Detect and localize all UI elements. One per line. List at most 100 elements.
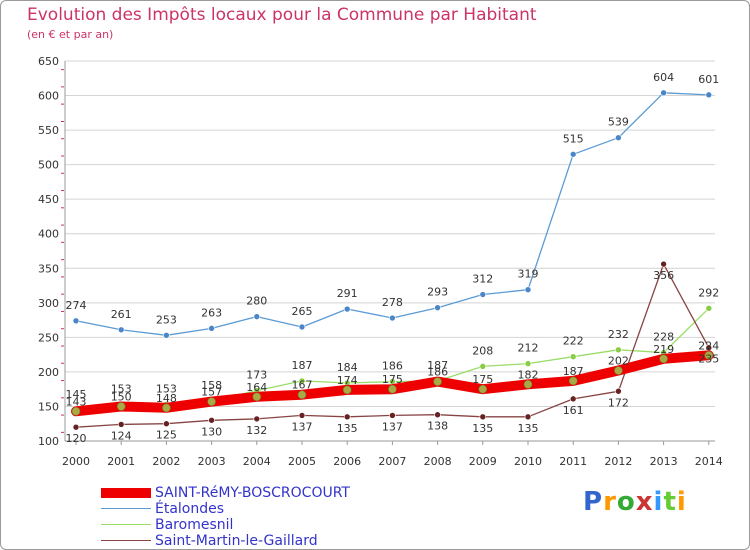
legend-swatch-baromesnil <box>101 524 151 525</box>
point-etalondes-2001 <box>117 326 125 334</box>
data-label-baromesnil-2004: 173 <box>246 369 267 382</box>
x-tick-label-2008: 2008 <box>424 455 452 468</box>
data-label-saint-martin-le-gaillard-2012: 172 <box>608 396 629 409</box>
logo-letter: i <box>676 487 687 517</box>
point-saint-remy-boscrocourt-2014 <box>704 351 714 360</box>
data-label-etalondes-2012: 539 <box>608 116 629 129</box>
data-label-saint-martin-le-gaillard-2004: 132 <box>246 424 267 437</box>
point-etalondes-2014 <box>705 91 713 99</box>
point-saint-martin-le-gaillard-2010 <box>524 413 532 421</box>
data-label-saint-martin-le-gaillard-2007: 137 <box>382 420 403 433</box>
data-label-baromesnil-2007: 186 <box>382 360 403 373</box>
data-label-saint-remy-boscrocourt-2006: 174 <box>337 374 358 387</box>
x-tick-label-2011: 2011 <box>559 455 587 468</box>
logo-letter: r <box>603 487 617 517</box>
point-saint-remy-boscrocourt-2008 <box>433 377 442 386</box>
y-tick-label-250: 250 <box>38 331 59 344</box>
point-saint-martin-le-gaillard-2006 <box>343 413 351 421</box>
series-etalondes <box>72 89 713 339</box>
legend-label-saint-remy: SAINT-RéMY-BOSCROCOURT <box>155 485 350 501</box>
data-label-saint-remy-boscrocourt-2007: 175 <box>382 373 403 386</box>
x-tick-label-2007: 2007 <box>378 455 406 468</box>
data-label-saint-remy-boscrocourt-2004: 164 <box>246 381 267 394</box>
point-etalondes-2008 <box>434 304 441 311</box>
point-saint-martin-le-gaillard-2011 <box>569 395 577 403</box>
point-etalondes-2005 <box>298 323 306 331</box>
series-layer <box>71 89 714 431</box>
point-etalondes-2013 <box>660 89 667 97</box>
y-tick-label-100: 100 <box>38 435 59 448</box>
point-etalondes-2009 <box>479 291 487 298</box>
data-label-saint-martin-le-gaillard-2010: 135 <box>518 422 539 435</box>
x-tick-label-2010: 2010 <box>514 455 542 468</box>
point-saint-remy-boscrocourt-2007 <box>388 384 397 394</box>
data-label-saint-remy-boscrocourt-2005: 167 <box>292 379 313 392</box>
data-label-saint-remy-boscrocourt-2001: 150 <box>111 390 132 403</box>
data-label-baromesnil-2010: 212 <box>518 342 539 355</box>
point-saint-martin-le-gaillard-2012 <box>615 387 622 395</box>
point-etalondes-2010 <box>524 286 532 293</box>
data-label-saint-remy-boscrocourt-2002: 148 <box>156 392 177 405</box>
data-label-baromesnil-2000: 145 <box>66 388 87 401</box>
data-label-saint-remy-boscrocourt-2008: 186 <box>427 366 448 379</box>
point-saint-remy-boscrocourt-2000 <box>71 406 81 416</box>
data-label-baromesnil-2012: 232 <box>608 328 629 341</box>
data-label-etalondes-2008: 293 <box>427 286 448 299</box>
x-tick-label-2013: 2013 <box>650 455 678 468</box>
data-label-baromesnil-2002: 153 <box>156 382 177 395</box>
point-baromesnil-2005 <box>298 377 306 385</box>
legend-swatch-saint-remy <box>101 488 151 498</box>
logo-letter: t <box>663 487 677 517</box>
logo-letter: x <box>635 487 654 517</box>
data-label-saint-martin-le-gaillard-2014: 235 <box>698 353 719 366</box>
data-label-etalondes-2003: 263 <box>201 306 222 319</box>
point-etalondes-2004 <box>253 313 261 320</box>
point-etalondes-2002 <box>163 331 170 339</box>
data-label-baromesnil-2011: 222 <box>563 335 584 348</box>
point-saint-remy-boscrocourt-2012 <box>614 366 623 375</box>
x-tick-label-2005: 2005 <box>288 455 316 468</box>
data-label-saint-remy-boscrocourt-2009: 175 <box>472 373 493 386</box>
data-label-saint-martin-le-gaillard-2009: 135 <box>472 422 493 435</box>
point-etalondes-2012 <box>615 134 622 141</box>
point-saint-martin-le-gaillard-2008 <box>434 411 441 419</box>
point-saint-remy-boscrocourt-2010 <box>523 380 533 389</box>
data-label-etalondes-2009: 312 <box>472 273 493 286</box>
point-saint-remy-boscrocourt-2001 <box>116 402 126 411</box>
data-label-saint-martin-le-gaillard-2001: 124 <box>111 429 132 442</box>
data-label-etalondes-2013: 604 <box>653 71 674 84</box>
y-tick-label-350: 350 <box>38 262 59 275</box>
y-tick-label-150: 150 <box>38 400 59 413</box>
point-saint-remy-boscrocourt-2013 <box>659 354 668 364</box>
y-tick-label-500: 500 <box>38 159 59 172</box>
y-tick-label-200: 200 <box>38 366 59 379</box>
point-baromesnil-2012 <box>615 346 622 354</box>
x-tick-label-2009: 2009 <box>469 455 497 468</box>
point-saint-martin-le-gaillard-2013 <box>660 260 667 268</box>
x-tick-label-2004: 2004 <box>243 455 271 468</box>
legend-label-etalondes: Étalondes <box>155 501 225 517</box>
x-tick-label-2000: 2000 <box>62 455 90 468</box>
point-saint-remy-boscrocourt-2004 <box>252 392 262 402</box>
chart-subtitle: (en € et par an) <box>27 28 114 41</box>
data-label-saint-remy-boscrocourt-2014: 224 <box>698 339 719 352</box>
data-label-etalondes-2005: 265 <box>292 305 313 318</box>
point-saint-martin-le-gaillard-2002 <box>163 420 170 428</box>
data-label-saint-remy-boscrocourt-2000: 143 <box>66 395 87 408</box>
point-baromesnil-2014 <box>705 305 713 312</box>
data-label-saint-martin-le-gaillard-2008: 138 <box>427 420 448 433</box>
point-baromesnil-2009 <box>479 363 487 370</box>
logo-letter: o <box>616 487 636 517</box>
point-etalondes-2011 <box>569 150 577 158</box>
point-saint-martin-le-gaillard-2005 <box>298 412 306 419</box>
point-saint-remy-boscrocourt-2003 <box>207 397 216 406</box>
x-tick-label-2002: 2002 <box>152 455 180 468</box>
series-saint-remy-boscrocourt <box>71 350 714 417</box>
point-baromesnil-2010 <box>524 360 532 367</box>
point-etalondes-2007 <box>389 314 396 322</box>
x-tick-label-2014: 2014 <box>695 455 723 468</box>
data-label-saint-remy-boscrocourt-2012: 202 <box>608 355 629 368</box>
data-label-etalondes-2011: 515 <box>563 132 584 145</box>
legend-swatch-saint-martin <box>101 540 151 541</box>
point-baromesnil-2011 <box>569 353 577 361</box>
